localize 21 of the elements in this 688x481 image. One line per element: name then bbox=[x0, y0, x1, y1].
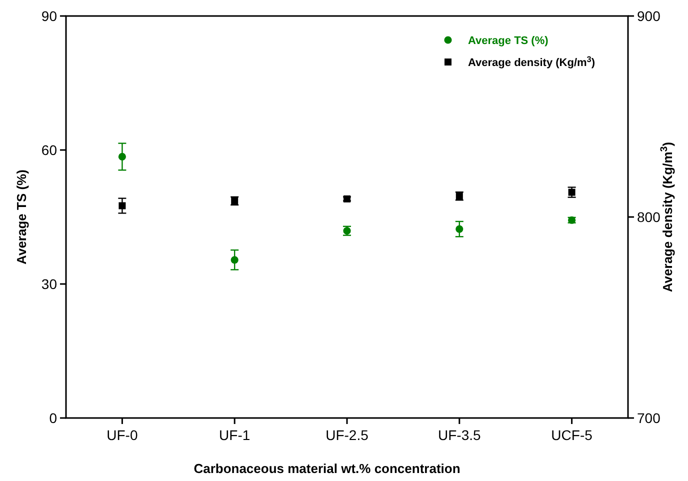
point bbox=[118, 202, 126, 210]
legend-label: Average TS (%) bbox=[468, 35, 549, 47]
y-tick-label: 0 bbox=[49, 410, 58, 426]
x-tick-label: UF-2.5 bbox=[326, 427, 369, 443]
y2-tick-label: 800 bbox=[637, 209, 661, 225]
point bbox=[230, 256, 238, 264]
point bbox=[456, 225, 464, 233]
y-tick-label: 30 bbox=[41, 276, 58, 292]
legend-label: Average density (Kg/m$^{3}$) bbox=[468, 54, 596, 69]
point bbox=[118, 152, 126, 160]
x-tick-label: UF-3.5 bbox=[438, 427, 481, 443]
x-tick-label: UCF-5 bbox=[551, 427, 593, 443]
y-tick-label: 90 bbox=[41, 8, 58, 24]
y-axis-title: Average TS (%) bbox=[14, 170, 29, 264]
y2-tick-label: 700 bbox=[637, 410, 661, 426]
x-axis-title: Carbonaceous material wt.% concentration bbox=[194, 461, 460, 476]
y2-tick-label: 900 bbox=[637, 8, 661, 24]
x-tick-label: UF-0 bbox=[106, 427, 138, 443]
y-tick-label: 60 bbox=[41, 142, 58, 158]
point bbox=[568, 188, 576, 196]
x-tick-label: UF-1 bbox=[219, 427, 250, 443]
